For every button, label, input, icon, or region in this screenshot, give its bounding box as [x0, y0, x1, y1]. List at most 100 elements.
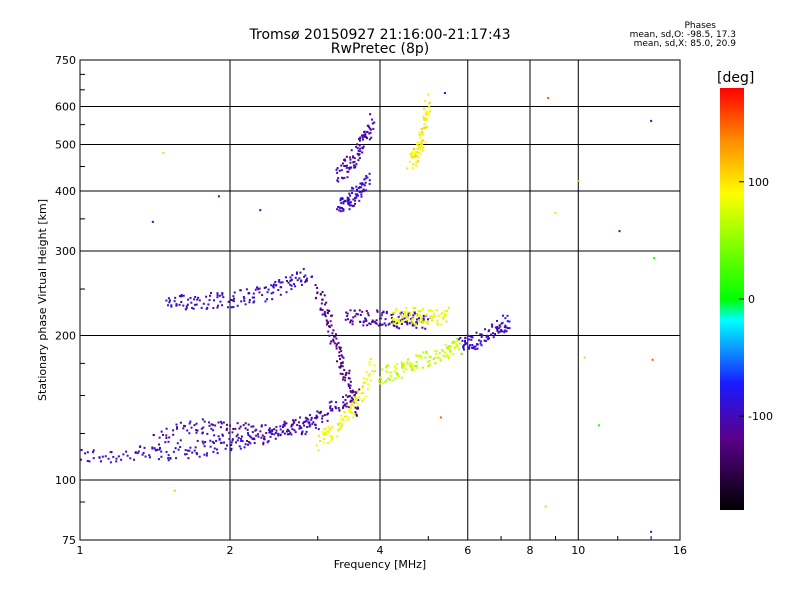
data-point	[315, 414, 318, 417]
data-point	[323, 294, 326, 297]
data-point	[377, 324, 380, 327]
data-point	[393, 322, 396, 325]
data-point	[364, 181, 367, 184]
data-point	[368, 132, 371, 135]
data-point	[342, 209, 345, 212]
data-point	[148, 454, 151, 457]
data-point	[410, 156, 413, 159]
data-point	[306, 277, 309, 280]
data-point	[445, 355, 448, 358]
data-point	[303, 275, 306, 278]
data-point	[338, 428, 341, 431]
data-point	[314, 297, 317, 300]
data-point	[323, 303, 326, 306]
data-point	[437, 315, 440, 318]
data-point	[270, 432, 273, 435]
data-point	[232, 299, 235, 302]
data-point	[349, 319, 352, 322]
data-point	[426, 118, 429, 121]
data-point	[433, 349, 436, 352]
data-point	[80, 458, 83, 461]
data-point	[216, 296, 219, 299]
data-point	[319, 410, 322, 413]
data-point	[427, 111, 430, 114]
data-point	[357, 403, 360, 406]
data-point	[369, 128, 372, 131]
data-point	[268, 427, 271, 430]
data-point	[653, 257, 656, 260]
data-point	[272, 291, 275, 294]
data-point	[423, 107, 426, 110]
data-point	[456, 339, 459, 342]
data-point	[286, 433, 289, 436]
data-point	[302, 422, 305, 425]
data-point	[392, 379, 395, 382]
data-point	[356, 390, 359, 393]
data-point	[499, 330, 502, 333]
data-point	[260, 425, 263, 428]
data-point	[359, 320, 362, 323]
data-point	[86, 451, 89, 454]
data-point	[175, 427, 178, 430]
data-point	[256, 433, 259, 436]
data-point	[395, 322, 398, 325]
data-point	[170, 304, 173, 307]
data-point	[290, 433, 293, 436]
data-point	[419, 148, 422, 151]
data-point	[392, 311, 395, 314]
data-point	[231, 438, 234, 441]
data-point	[300, 433, 303, 436]
data-point	[346, 312, 349, 315]
data-point	[279, 433, 282, 436]
data-point	[187, 298, 190, 301]
data-point	[352, 389, 355, 392]
data-point	[221, 293, 224, 296]
data-point	[361, 147, 364, 150]
data-point	[435, 350, 438, 353]
data-point	[360, 186, 363, 189]
data-point	[352, 399, 355, 402]
data-point	[357, 154, 360, 157]
data-point	[408, 160, 411, 163]
data-point	[354, 202, 357, 205]
data-point	[436, 319, 439, 322]
data-point	[350, 396, 353, 399]
data-point	[205, 295, 208, 298]
data-point	[349, 158, 352, 161]
data-point	[288, 433, 291, 436]
data-point	[179, 421, 182, 424]
data-point	[209, 445, 212, 448]
data-point	[334, 407, 337, 410]
data-point	[411, 167, 414, 170]
data-point	[222, 296, 225, 299]
data-point	[325, 433, 328, 436]
data-point	[650, 119, 653, 122]
data-point	[415, 326, 418, 329]
data-point	[349, 409, 352, 412]
data-point	[246, 428, 249, 431]
data-point	[358, 398, 361, 401]
x-tick-label: 8	[527, 544, 534, 557]
data-point	[337, 428, 340, 431]
data-point	[422, 351, 425, 354]
data-point	[381, 381, 384, 384]
data-point	[134, 451, 137, 454]
data-point	[436, 322, 439, 325]
data-point	[409, 152, 412, 155]
data-point	[337, 423, 340, 426]
data-point	[231, 431, 234, 434]
data-point	[423, 123, 426, 126]
data-point	[335, 337, 338, 340]
data-point	[349, 411, 352, 414]
data-point	[344, 376, 347, 379]
phase-stats-x: mean, sd,X: 85.0, 20.9	[633, 39, 736, 49]
data-point	[417, 354, 420, 357]
data-point	[364, 395, 367, 398]
data-point	[342, 405, 345, 408]
data-point	[321, 298, 324, 301]
data-point	[341, 355, 344, 358]
data-point	[316, 286, 319, 289]
data-point	[284, 276, 287, 279]
x-tick-label: 1	[77, 544, 84, 557]
data-point	[340, 210, 343, 213]
